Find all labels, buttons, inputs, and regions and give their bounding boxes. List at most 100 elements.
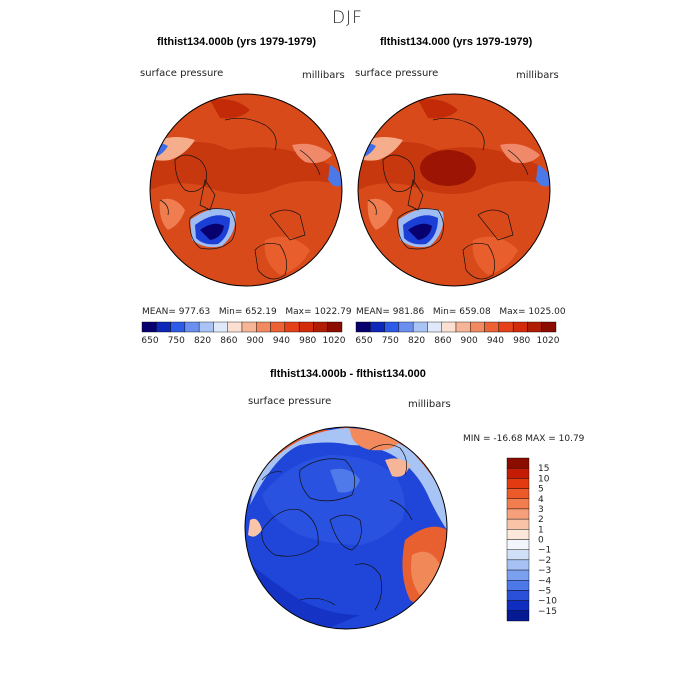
- difference-colorbar-swatch: [506, 580, 530, 591]
- difference-colorbar-tick-label: −4: [538, 576, 552, 586]
- difference-map-border: [244, 426, 448, 630]
- panel-2-colorbar-swatch: [441, 321, 457, 333]
- difference-colorbar-swatch: [506, 467, 530, 479]
- panel-1-polar-map: [150, 94, 342, 286]
- difference-colorbar-tick-label: 15: [538, 464, 549, 474]
- difference-colorbar-swatch: [506, 457, 530, 469]
- panel-1-colorbar-tick-label: 820: [194, 336, 211, 346]
- panel-1-colorbar-tick-label: 940: [273, 336, 290, 346]
- panel-2-colorbar-tick-label: 1020: [537, 336, 560, 346]
- panel-1-units-label: millibars: [302, 70, 345, 81]
- panel-2-colorbar-tick-label: 980: [513, 336, 530, 346]
- panel-2-stats: MEAN= 981.86 Min= 659.08 Max= 1025.00: [356, 307, 566, 317]
- difference-colorbar-tick-label: 10: [538, 474, 550, 484]
- panel-1-min-label: Min=: [218, 307, 243, 317]
- panel-2-min-label: Min=: [432, 307, 457, 317]
- panel-1-colorbar-tick-label: 750: [168, 336, 185, 346]
- panel-1-max-label: Max=: [285, 307, 312, 317]
- panel-1-stats: MEAN= 977.63 Min= 652.19 Max= 1022.79: [142, 307, 352, 317]
- panel-2-colorbar-tick-label: 900: [461, 336, 478, 346]
- difference-colorbar-swatch: [506, 518, 530, 530]
- panel-2-coastlines: [367, 118, 529, 280]
- difference-colorbar-tick-label: −3: [538, 566, 551, 576]
- panel-2-colorbar-swatch: [355, 321, 371, 333]
- difference-colorbar-tick-label: 3: [538, 505, 544, 515]
- panel-1-colorbar-swatch: [327, 321, 343, 333]
- panel-2-colorbar-swatch: [455, 321, 471, 333]
- panel-2-max-value: 1025.00: [528, 307, 566, 317]
- difference-colorbar-swatch: [506, 478, 530, 489]
- season-title: DJF: [332, 8, 363, 28]
- panel-2-colorbar-swatch: [427, 321, 442, 333]
- panel-1-colorbar-swatch: [198, 321, 214, 333]
- panel-1-colorbar-swatch: [184, 321, 200, 333]
- difference-colorbar-swatch: [506, 600, 530, 612]
- panel-2-colorbar: 650 750 820 860 900 940 980 1020: [355, 321, 560, 346]
- panel-1-min-value: 652.19: [245, 307, 277, 317]
- panel-2-colorbar-swatch: [541, 321, 557, 333]
- panel-1-variable-label: surface pressure: [140, 68, 224, 79]
- panel-2-colorbar-tick-label: 750: [382, 336, 399, 346]
- panel-1-colorbar-swatch: [313, 321, 328, 333]
- panel-1-colorbar-tick-label: 900: [247, 336, 264, 346]
- panel-2-title: flthist134.000 (yrs 1979-1979): [380, 36, 533, 48]
- panel-2-colorbar-swatch: [484, 321, 500, 333]
- panel-2-max-label: Max=: [499, 307, 526, 317]
- panel-1-colorbar-tick-label: 650: [141, 336, 158, 346]
- panel-1-colorbar: 650 750 820 860 900 940 980 1020: [141, 321, 346, 346]
- panel-2-colorbar-tick-label: 820: [408, 336, 425, 346]
- panel-1-map-border: [149, 93, 343, 287]
- difference-colorbar-tick-label: −10: [538, 597, 557, 607]
- difference-colorbar-tick-label: 1: [538, 525, 544, 535]
- difference-colorbar-swatch: [506, 569, 530, 581]
- panel-1-colorbar-swatch: [241, 321, 257, 333]
- difference-colorbar-tick-label: −1: [538, 546, 551, 556]
- panel-1-colorbar-tick-label: 860: [220, 336, 237, 346]
- difference-colorbar-tick-label: 0: [538, 536, 544, 546]
- panel-2-colorbar-swatch: [470, 321, 485, 333]
- difference-colorbar-swatch: [506, 508, 530, 520]
- panel-1-coastlines: [159, 118, 321, 280]
- panel-2-mean-value: 981.86: [392, 307, 425, 317]
- panel-1-mean-value: 977.63: [178, 307, 211, 317]
- difference-colorbar-tick-label: −15: [538, 607, 557, 617]
- panel-1-colorbar-swatch: [256, 321, 271, 333]
- panel-1-colorbar-swatch: [227, 321, 243, 333]
- difference-colorbar-swatch: [506, 549, 530, 561]
- difference-coastlines: [261, 444, 413, 611]
- panel-2-units-label: millibars: [516, 70, 559, 81]
- panel-1-colorbar-tick-label: 980: [299, 336, 316, 346]
- difference-colorbar-swatch: [506, 498, 530, 510]
- panel-2-colorbar-swatch: [527, 321, 542, 333]
- difference-colorbar-tick-label: 2: [538, 515, 544, 525]
- panel-1-colorbar-tick-label: 1020: [323, 336, 346, 346]
- difference-colorbar-swatch: [506, 559, 530, 571]
- panel-2-colorbar-swatch: [512, 321, 528, 333]
- difference-units-label: millibars: [408, 399, 451, 410]
- panel-1-colorbar-swatch: [141, 321, 157, 333]
- panel-2-colorbar-tick-label: 860: [434, 336, 451, 346]
- panel-2-mean-label: MEAN=: [356, 307, 390, 317]
- panel-1-colorbar-swatch: [298, 321, 314, 333]
- difference-variable-label: surface pressure: [248, 396, 332, 407]
- difference-colorbar-swatch: [506, 529, 530, 540]
- panel-2-variable-label: surface pressure: [355, 68, 439, 79]
- panel-1-mean-label: MEAN=: [142, 307, 176, 317]
- difference-colorbar-swatch: [506, 539, 530, 550]
- panel-2-colorbar-tick-label: 650: [355, 336, 372, 346]
- difference-colorbar-tick-label: −2: [538, 556, 551, 566]
- panel-2-colorbar-swatch: [398, 321, 414, 333]
- panel-2-colorbar-tick-label: 940: [487, 336, 504, 346]
- panel-1-colorbar-swatch: [170, 321, 186, 333]
- difference-polar-map: [245, 427, 447, 629]
- panel-2-colorbar-swatch: [498, 321, 514, 333]
- difference-colorbar-swatch: [506, 610, 530, 622]
- panel-2-colorbar-swatch: [412, 321, 428, 333]
- panel-2-map-border: [357, 93, 551, 287]
- panel-2-colorbar-swatch: [384, 321, 400, 333]
- difference-colorbar-tick-label: 4: [538, 495, 544, 505]
- difference-title: flthist134.000b - flthist134.000: [270, 368, 426, 380]
